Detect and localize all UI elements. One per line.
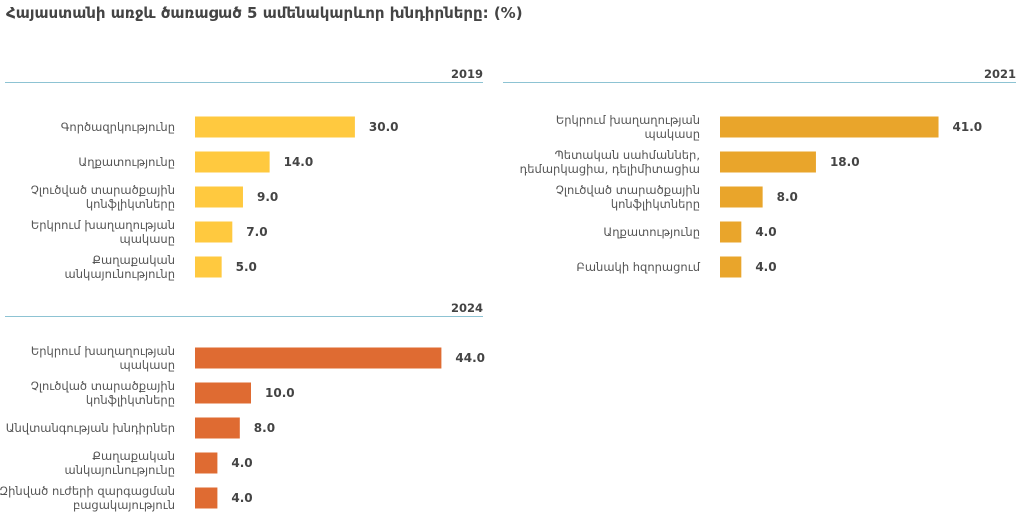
bar	[195, 347, 442, 369]
category-label: Չլուծված տարածքային կոնֆլիկտները	[31, 183, 175, 211]
bar	[720, 116, 939, 138]
bar	[195, 256, 222, 278]
bar	[195, 487, 218, 509]
data-label: 5.0	[236, 260, 257, 274]
panel-2021: 2021 41.0 Երկրում խաղաղության պակասը 18.0 Պե…	[503, 66, 1016, 291]
bar	[195, 186, 243, 208]
category-label: Քաղաքական անկայունությունը	[65, 253, 175, 281]
category-label: Բանակի հզորացում	[576, 260, 700, 274]
bar-chart-2024: 44.0 Երկրում խաղաղության պակասը 10.0 Չլուծվա…	[0, 344, 485, 512]
panel-divider	[5, 82, 483, 83]
bar	[195, 452, 218, 474]
data-label: 4.0	[231, 491, 252, 505]
data-label: 44.0	[455, 351, 485, 365]
data-label: 41.0	[953, 120, 983, 134]
bar	[720, 256, 742, 278]
panel-divider	[5, 316, 483, 317]
category-label: Աղքատությունը	[78, 155, 175, 169]
data-label: 18.0	[830, 155, 860, 169]
bar	[195, 151, 270, 173]
panel-divider	[503, 82, 1016, 83]
bar	[195, 221, 233, 243]
category-label: Քաղաքական անկայունությունը	[65, 449, 175, 477]
category-label: Երկրում խաղաղության պակասը	[556, 113, 700, 141]
bar-chart-2019: 30.0 Գործազրկությունը 14.0 Աղքատությունը 9.0…	[31, 116, 399, 281]
bar	[720, 186, 763, 208]
category-label: Աղքատությունը	[603, 225, 700, 239]
bar	[195, 382, 251, 404]
data-label: 10.0	[265, 386, 295, 400]
panel-year-label: 2021	[983, 67, 1016, 81]
category-label: Երկրում խաղաղության պակասը	[31, 344, 175, 372]
panel-2019: 2019 30.0 Գործազրկությունը 14.0 Աղքատությու…	[5, 66, 483, 291]
category-label: Զինված ուժերի զարգացման բացակայություն	[0, 484, 175, 512]
data-label: 4.0	[755, 260, 776, 274]
category-label: Չլուծված տարածքային կոնֆլիկտները	[31, 379, 175, 407]
chart-title: Հայաստանի առջև ծառացած 5 ամենակարևոր խնդ…	[6, 4, 523, 22]
bar	[720, 221, 742, 243]
bar	[720, 151, 816, 173]
data-label: 9.0	[257, 190, 278, 204]
category-label: Գործազրկությունը	[61, 120, 175, 134]
bar	[195, 116, 355, 138]
data-label: 8.0	[777, 190, 798, 204]
data-label: 8.0	[254, 421, 275, 435]
category-label: Պետական սահմաններ, դեմարկացիա, դելիմիտացի…	[520, 148, 700, 176]
category-label: Անվտանգության խնդիրներ	[6, 421, 175, 435]
panel-year-label: 2019	[450, 67, 483, 81]
category-label: Երկրում խաղաղության պակասը	[31, 218, 175, 246]
panel-year-label: 2024	[450, 301, 483, 315]
data-label: 4.0	[231, 456, 252, 470]
data-label: 7.0	[246, 225, 267, 239]
category-label: Չլուծված տարածքային կոնֆլիկտները	[556, 183, 700, 211]
bar	[195, 417, 240, 439]
bar-chart-2021: 41.0 Երկրում խաղաղության պակասը 18.0 Պետական…	[520, 113, 983, 278]
panel-2024: 2024 44.0 Երկրում խաղաղության պակասը 10.0 Չլ…	[0, 300, 485, 519]
data-label: 14.0	[284, 155, 314, 169]
data-label: 30.0	[369, 120, 399, 134]
data-label: 4.0	[755, 225, 776, 239]
